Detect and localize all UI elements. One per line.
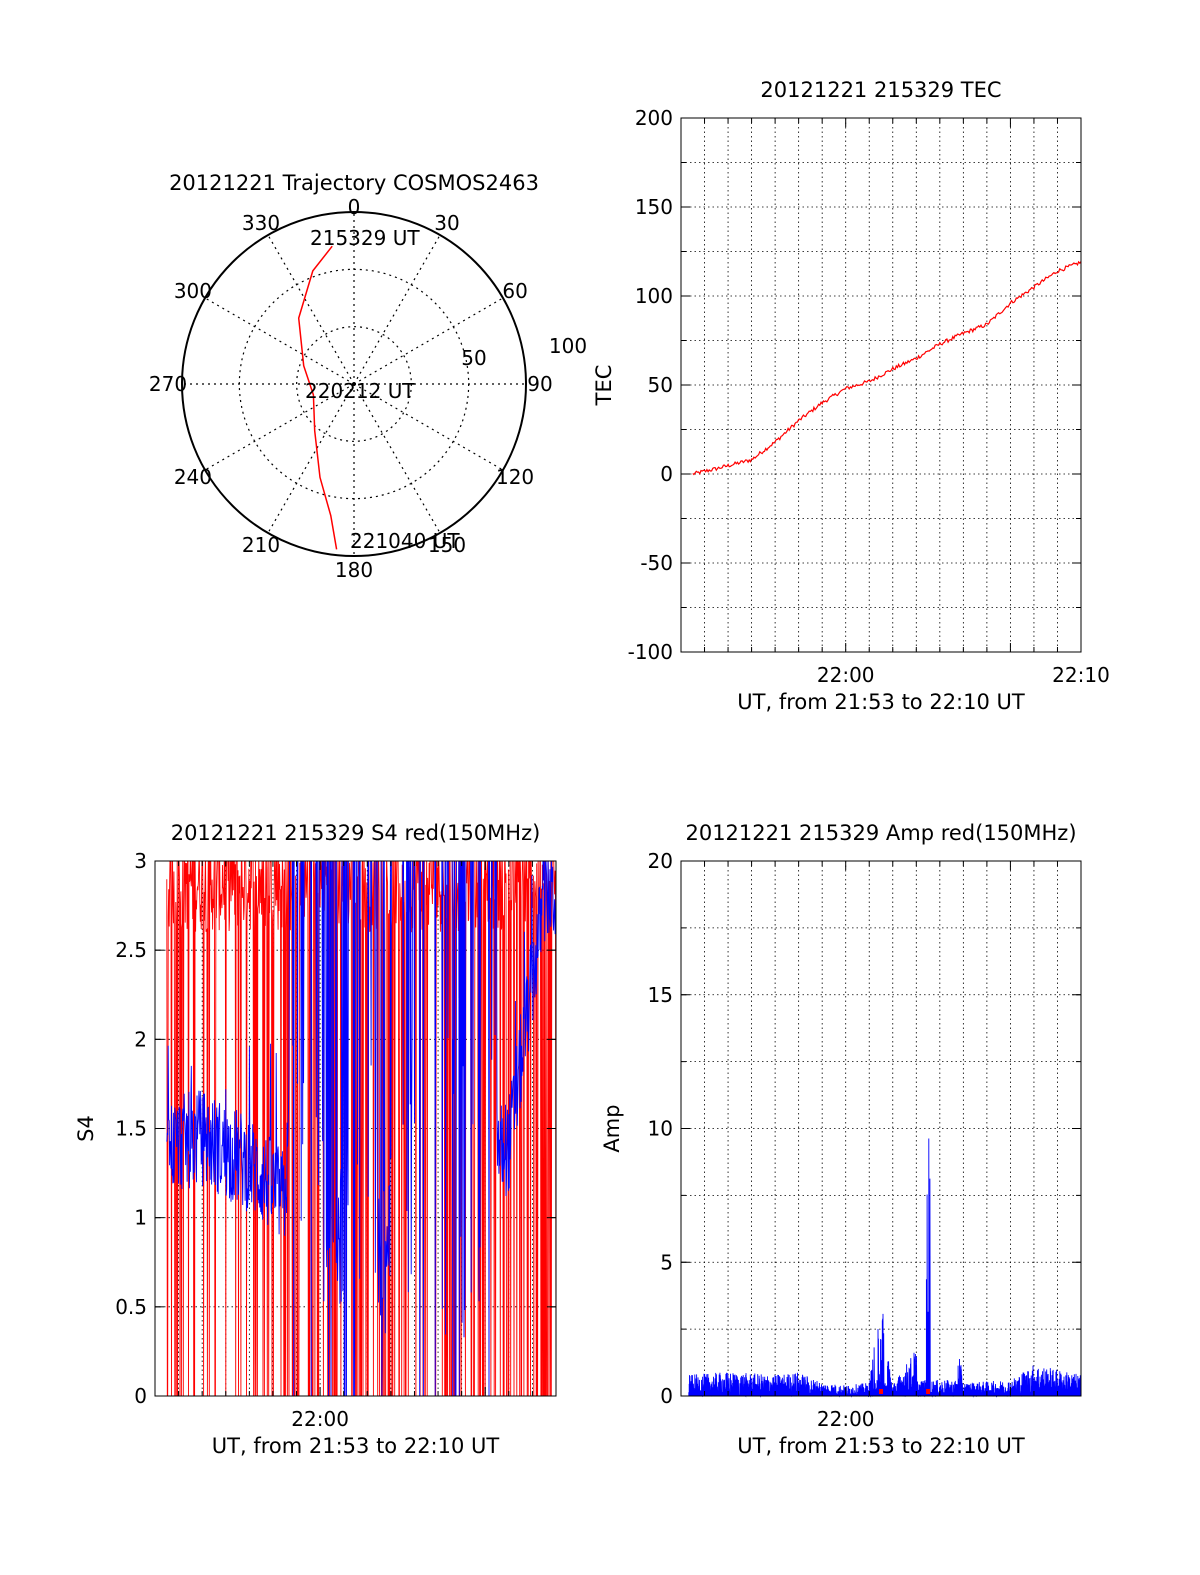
polar-outer-circle [181,211,527,557]
y-tick-label: 1 [134,1206,147,1230]
tec-plot: 200 150 100 50 0 -50 -100 22:00 22:10 UT, from 21… [592,78,1110,714]
y-axis-label: TEC [592,365,616,407]
trajectory-line [297,245,338,550]
x-axis-label: UT, from 21:53 to 22:10 UT [212,1434,500,1458]
radial-label: 50 [461,346,486,370]
x-axis-label: UT, from 21:53 to 22:10 UT [737,1434,1025,1458]
s4-blue-series-line [166,861,556,1396]
y-tick-label: 50 [648,373,673,397]
polar-spoke [204,383,355,471]
polar-spoke [353,383,504,471]
azimuth-label: 180 [335,558,373,582]
s4-red-series-line [166,861,556,1396]
polar-spoke [353,297,504,385]
x-tick-label: 22:00 [817,663,875,687]
y-tick-label: 3 [134,849,147,873]
s4-plot: 3 2.5 2 1.5 1 0.5 0 22:00 UT, from 21:53 to 22:1… [74,821,557,1458]
y-tick-label: 20 [648,849,673,873]
y-tick-label: 2.5 [115,938,147,962]
y-tick-label: 200 [635,106,673,130]
tec-series-line [692,260,1082,476]
y-tick-label: 15 [648,983,673,1007]
azimuth-label: 240 [174,465,212,489]
polar-trajectory-plot: 0 30 60 90 120 150 180 210 240 270 300 330 50 100 2012… [149,171,587,582]
x-tick-label: 22:10 [1052,663,1110,687]
y-tick-label: 2 [134,1027,147,1051]
amp-red-point [879,1388,883,1394]
azimuth-label: 150 [428,533,466,557]
trajectory-time-label: 221040 UT [350,529,460,553]
azimuth-label: 90 [527,372,552,396]
amp-plot: 20 15 10 5 0 22:00 UT, from 21:53 to 22:10 UT 2… [600,821,1082,1458]
azimuth-label: 300 [174,279,212,303]
chart-title: 20121221 215329 S4 red(150MHz) [171,821,541,845]
radial-label: 100 [549,334,587,358]
azimuth-label: 0 [348,195,361,219]
y-tick-label: 0 [660,1384,673,1408]
x-tick-label: 22:00 [291,1407,349,1431]
azimuth-label: 120 [496,465,534,489]
y-tick-label: 10 [648,1117,673,1141]
y-tick-label: 100 [635,284,673,308]
polar-spoke [267,234,355,385]
x-tick-label: 22:00 [817,1407,875,1431]
y-tick-label: 0 [134,1384,147,1408]
polar-spoke [353,234,441,385]
amp-red-point [926,1388,931,1394]
amp-blue-series-line [688,1138,1082,1398]
polar-spoke [353,383,441,534]
azimuth-label: 60 [502,279,527,303]
azimuth-label: 330 [242,211,280,235]
polar-spoke [204,297,355,385]
x-axis-label: UT, from 21:53 to 22:10 UT [737,690,1025,714]
y-tick-label: 1.5 [115,1117,147,1141]
trajectory-time-label: 220212 UT [305,379,415,403]
y-axis-label: Amp [600,1104,624,1152]
y-tick-label: 150 [635,195,673,219]
trajectory-time-label: 215329 UT [310,226,420,250]
azimuth-label: 210 [242,533,280,557]
polar-spoke [267,383,355,534]
s4-data-group [166,861,556,1396]
y-tick-label: 5 [660,1250,673,1274]
azimuth-label: 270 [149,372,187,396]
y-tick-label: 0 [660,462,673,486]
azimuth-label: 30 [434,211,459,235]
y-axis-label: S4 [74,1115,98,1142]
y-tick-label: 0.5 [115,1295,147,1319]
chart-title: 20121221 215329 TEC [760,78,1001,102]
polar-ring [296,326,412,442]
y-tick-label: -100 [628,640,673,664]
y-tick-label: -50 [640,551,673,575]
chart-title: 20121221 215329 Amp red(150MHz) [685,821,1076,845]
chart-title: 20121221 Trajectory COSMOS2463 [169,171,539,195]
